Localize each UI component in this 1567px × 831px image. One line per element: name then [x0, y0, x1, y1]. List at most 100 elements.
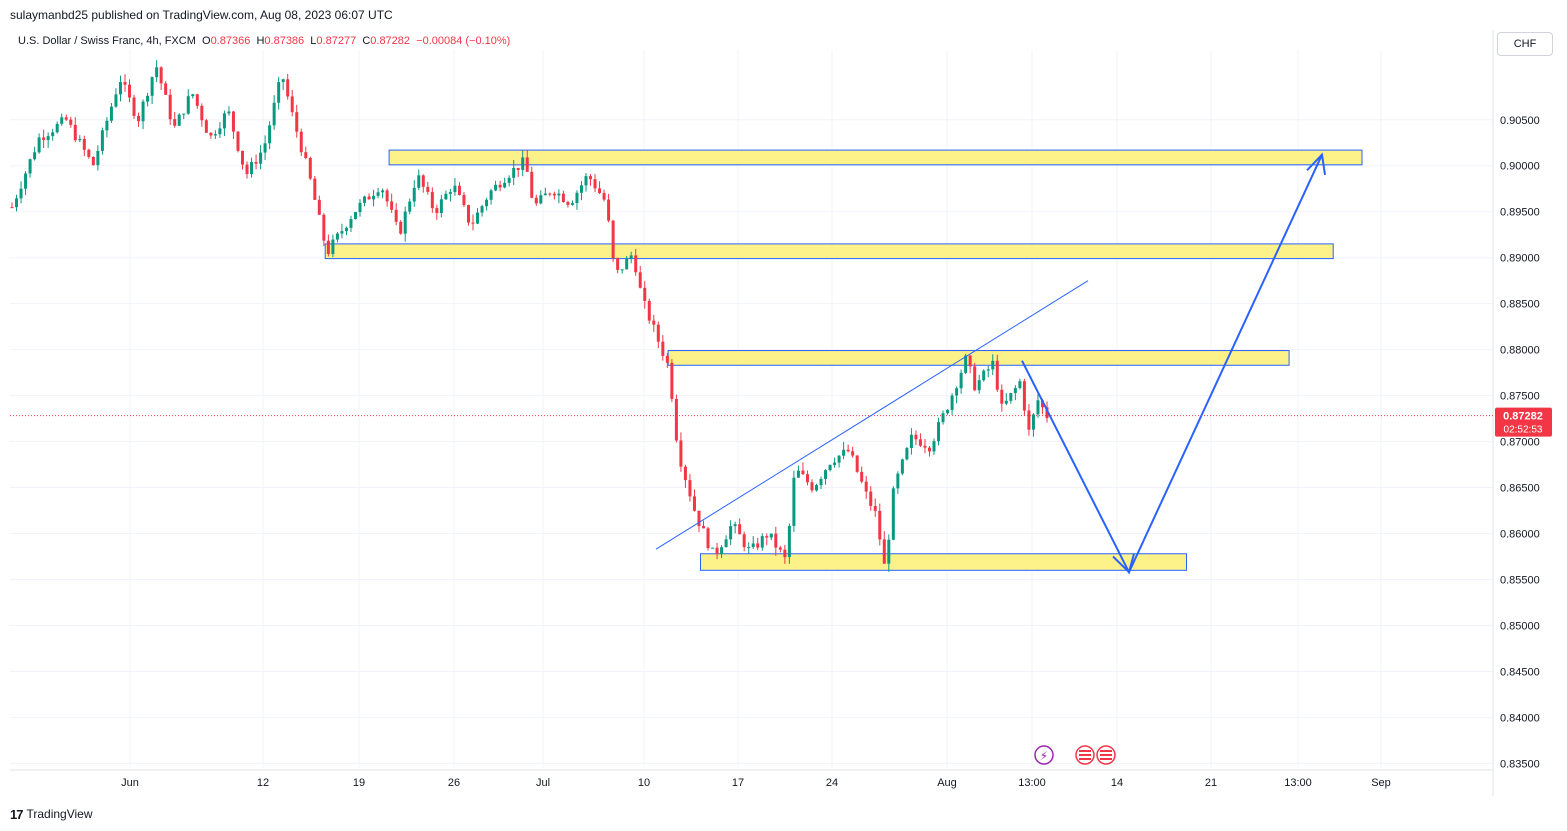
candle-body — [665, 355, 669, 363]
time-tick-label: 12 — [257, 777, 269, 789]
candle-body — [887, 539, 891, 564]
candle-body — [882, 539, 886, 564]
candle-body — [164, 83, 168, 95]
candle-body — [448, 192, 452, 194]
candle-body — [159, 67, 163, 84]
candle-body — [1013, 388, 1017, 394]
candle-body — [955, 388, 959, 396]
price-tick-label: 0.87500 — [1500, 391, 1540, 403]
candle-body — [385, 190, 389, 202]
open-value: 0.87366 — [210, 35, 251, 47]
candle-body — [512, 167, 516, 178]
candle-body — [869, 491, 873, 506]
candle-body — [503, 182, 507, 188]
candle-body — [878, 510, 882, 540]
candle-body — [444, 193, 448, 200]
candle-body — [209, 132, 213, 136]
price-tick-label: 0.89000 — [1500, 253, 1540, 265]
candle-body — [814, 485, 818, 491]
candle-body — [408, 201, 412, 212]
candle-body — [299, 131, 303, 153]
candle-body — [313, 178, 317, 200]
candle-body — [647, 300, 651, 321]
price-tick-label: 0.85000 — [1500, 620, 1540, 632]
candle-body — [268, 125, 272, 144]
candle-body — [557, 193, 561, 196]
candle-body — [367, 196, 371, 200]
candle-body — [46, 136, 50, 140]
candle-body — [227, 111, 231, 114]
candle-body — [353, 212, 357, 220]
ohlc-legend: U.S. Dollar / Swiss Franc, 4h, FXCM O0.8… — [18, 35, 510, 47]
symbol-name[interactable]: U.S. Dollar / Swiss Franc, 4h, FXCM — [18, 35, 196, 47]
candle-body — [335, 233, 339, 240]
candle-body — [855, 455, 859, 472]
candle-body — [643, 287, 647, 301]
price-tick-label: 0.90000 — [1500, 161, 1540, 173]
candle-body — [756, 543, 760, 548]
tradingview-logo-icon: 17 — [10, 806, 24, 822]
candle-body — [33, 152, 37, 160]
candle-body — [634, 255, 638, 273]
candle-body — [751, 543, 755, 548]
candle-body — [674, 398, 678, 441]
event-lightning-icon — [1034, 745, 1054, 765]
candle-body — [453, 185, 457, 193]
candle-body — [697, 510, 701, 527]
candle-body — [765, 536, 769, 538]
currency-button[interactable]: CHF — [1497, 32, 1553, 56]
candle-body — [69, 119, 73, 125]
candle-body — [516, 167, 520, 171]
candle-body — [105, 120, 109, 131]
candle-body — [787, 525, 791, 558]
candle-body — [430, 191, 434, 209]
candle-body — [977, 380, 981, 391]
candle-body — [937, 422, 941, 442]
last-price-value: 0.87282 — [1503, 411, 1543, 423]
candle-body — [485, 199, 489, 207]
candle-body — [100, 130, 104, 151]
candle-body — [82, 139, 86, 150]
candle-body — [281, 79, 285, 83]
candle-body — [828, 464, 832, 471]
candle-body — [55, 123, 59, 133]
price-tick-label: 0.86500 — [1500, 483, 1540, 495]
low-value: 0.87277 — [316, 35, 357, 47]
footer-brand[interactable]: 17 TradingView — [10, 804, 93, 824]
candle-body — [579, 185, 583, 193]
time-tick-label: 24 — [826, 777, 838, 789]
candle-body — [150, 77, 154, 96]
candle-body — [51, 132, 55, 137]
candle-body — [607, 199, 611, 221]
time-tick-label: Aug — [937, 777, 957, 789]
candle-body — [661, 341, 665, 356]
flag-stripe — [1079, 750, 1091, 752]
candle-body — [73, 124, 77, 141]
candle-body — [403, 211, 407, 234]
candle-body — [543, 193, 547, 196]
candle-body — [1004, 400, 1008, 404]
candle-body — [123, 82, 127, 85]
support-zone — [700, 553, 1187, 571]
candle-body — [851, 451, 855, 456]
candle-body — [381, 190, 385, 193]
candle-body — [507, 177, 511, 183]
candle-body — [679, 440, 683, 467]
candle-body — [304, 152, 308, 158]
candle-body — [412, 187, 416, 202]
candle-body — [602, 193, 606, 200]
candle-body — [344, 227, 348, 232]
candle-body — [625, 258, 629, 270]
candle-body — [819, 478, 823, 486]
high-label: H — [256, 35, 265, 47]
candle-body — [91, 156, 95, 166]
change-value: −0.00084 (−0.10%) — [416, 35, 511, 47]
time-tick-label: 19 — [353, 777, 365, 789]
candle-body — [611, 220, 615, 259]
resistance-zone-top — [388, 149, 1363, 166]
candle-body — [200, 105, 204, 121]
candle-body — [729, 526, 733, 540]
ascending-trendline — [655, 280, 1089, 550]
candle-body — [584, 176, 588, 186]
